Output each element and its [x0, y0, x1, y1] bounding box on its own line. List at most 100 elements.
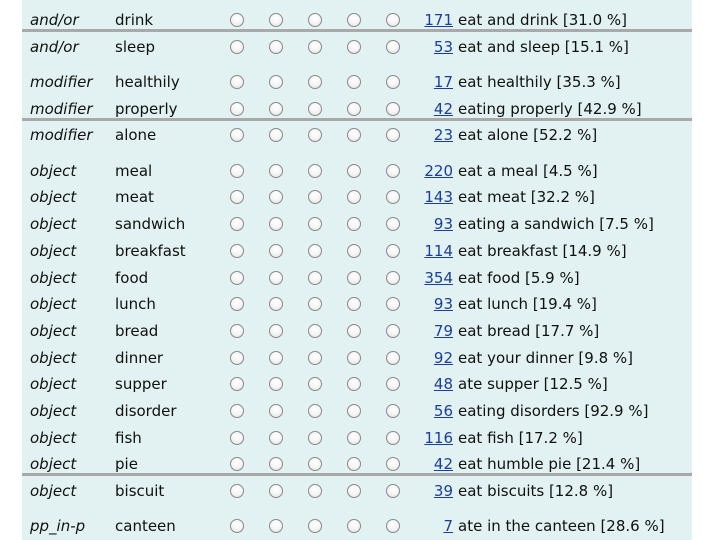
radio-button[interactable]	[386, 484, 400, 499]
radio-button[interactable]	[386, 101, 400, 116]
radio-button[interactable]	[269, 377, 283, 392]
radio-button[interactable]	[269, 101, 283, 116]
radio-button[interactable]	[230, 190, 244, 205]
radio-button[interactable]	[269, 519, 283, 534]
radio-button[interactable]	[269, 39, 283, 54]
radio-button[interactable]	[386, 128, 400, 143]
radio-button[interactable]	[308, 519, 322, 534]
radio-button[interactable]	[308, 13, 322, 27]
radio-button[interactable]	[347, 519, 361, 534]
frequency-link[interactable]: 171	[424, 11, 453, 29]
radio-button[interactable]	[347, 350, 361, 365]
frequency-link[interactable]: 114	[424, 241, 453, 260]
radio-button[interactable]	[386, 270, 400, 285]
radio-button[interactable]	[230, 101, 244, 116]
radio-button[interactable]	[230, 163, 244, 178]
radio-button[interactable]	[386, 404, 400, 418]
radio-button[interactable]	[308, 190, 322, 205]
frequency-link[interactable]: 48	[433, 375, 453, 394]
radio-button[interactable]	[230, 243, 244, 258]
frequency-link[interactable]: 56	[433, 402, 453, 420]
radio-button[interactable]	[308, 350, 322, 365]
radio-button[interactable]	[347, 457, 361, 472]
radio-button[interactable]	[269, 404, 283, 418]
radio-button[interactable]	[308, 404, 322, 418]
frequency-link[interactable]: 79	[433, 321, 453, 340]
radio-button[interactable]	[230, 404, 244, 418]
radio-button[interactable]	[386, 377, 400, 392]
frequency-link[interactable]: 39	[433, 482, 453, 501]
radio-button[interactable]	[269, 217, 283, 232]
radio-button[interactable]	[386, 13, 400, 27]
radio-button[interactable]	[386, 323, 400, 338]
radio-button[interactable]	[269, 350, 283, 365]
radio-button[interactable]	[347, 484, 361, 499]
radio-button[interactable]	[308, 484, 322, 499]
radio-button[interactable]	[308, 75, 322, 89]
radio-button[interactable]	[269, 190, 283, 205]
radio-button[interactable]	[308, 128, 322, 143]
radio-button[interactable]	[269, 13, 283, 27]
radio-button[interactable]	[347, 377, 361, 392]
radio-button[interactable]	[269, 484, 283, 499]
radio-button[interactable]	[230, 217, 244, 232]
radio-button[interactable]	[347, 217, 361, 232]
frequency-link[interactable]: 93	[433, 215, 453, 234]
radio-button[interactable]	[269, 430, 283, 445]
radio-button[interactable]	[269, 270, 283, 285]
radio-button[interactable]	[347, 75, 361, 89]
radio-button[interactable]	[308, 163, 322, 178]
frequency-link[interactable]: 42	[433, 99, 453, 118]
radio-button[interactable]	[308, 39, 322, 54]
radio-button[interactable]	[308, 297, 322, 312]
radio-button[interactable]	[386, 75, 400, 89]
radio-button[interactable]	[347, 404, 361, 418]
radio-button[interactable]	[269, 243, 283, 258]
frequency-link[interactable]: 93	[433, 295, 453, 314]
radio-button[interactable]	[230, 377, 244, 392]
frequency-link[interactable]: 17	[433, 73, 453, 91]
frequency-link[interactable]: 220	[424, 161, 453, 180]
radio-button[interactable]	[347, 101, 361, 116]
frequency-link[interactable]: 116	[424, 428, 453, 447]
radio-button[interactable]	[230, 128, 244, 143]
radio-button[interactable]	[347, 39, 361, 54]
radio-button[interactable]	[230, 270, 244, 285]
frequency-link[interactable]: 143	[424, 188, 453, 207]
radio-button[interactable]	[386, 39, 400, 54]
frequency-link[interactable]: 7	[443, 517, 453, 536]
radio-button[interactable]	[308, 457, 322, 472]
radio-button[interactable]	[308, 377, 322, 392]
radio-button[interactable]	[308, 270, 322, 285]
radio-button[interactable]	[386, 190, 400, 205]
radio-button[interactable]	[386, 430, 400, 445]
frequency-link[interactable]: 92	[433, 348, 453, 367]
radio-button[interactable]	[347, 163, 361, 178]
radio-button[interactable]	[269, 323, 283, 338]
radio-button[interactable]	[308, 101, 322, 116]
radio-button[interactable]	[269, 163, 283, 178]
radio-button[interactable]	[386, 457, 400, 472]
radio-button[interactable]	[230, 519, 244, 534]
frequency-link[interactable]: 354	[424, 268, 453, 287]
radio-button[interactable]	[308, 323, 322, 338]
radio-button[interactable]	[347, 243, 361, 258]
radio-button[interactable]	[230, 484, 244, 499]
radio-button[interactable]	[269, 75, 283, 89]
radio-button[interactable]	[386, 519, 400, 534]
radio-button[interactable]	[386, 297, 400, 312]
radio-button[interactable]	[308, 243, 322, 258]
radio-button[interactable]	[386, 163, 400, 178]
radio-button[interactable]	[386, 217, 400, 232]
radio-button[interactable]	[308, 430, 322, 445]
radio-button[interactable]	[230, 350, 244, 365]
radio-button[interactable]	[230, 75, 244, 89]
radio-button[interactable]	[269, 128, 283, 143]
frequency-link[interactable]: 42	[433, 455, 453, 474]
frequency-link[interactable]: 53	[433, 37, 453, 56]
radio-button[interactable]	[347, 430, 361, 445]
radio-button[interactable]	[347, 297, 361, 312]
radio-button[interactable]	[230, 297, 244, 312]
frequency-link[interactable]: 23	[433, 126, 453, 145]
radio-button[interactable]	[230, 39, 244, 54]
